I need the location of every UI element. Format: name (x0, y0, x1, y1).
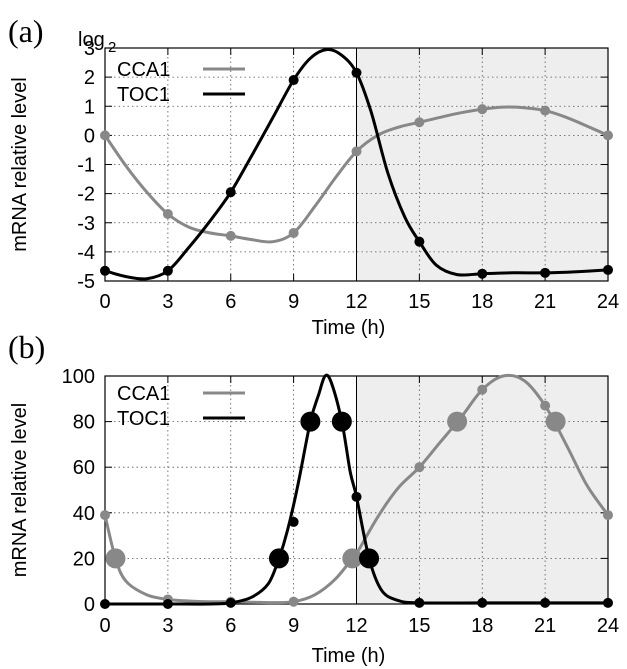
data-point-cca1 (225, 230, 236, 241)
marker-large-cca1 (342, 548, 363, 569)
x-tick-label: 15 (408, 615, 430, 637)
marker-large-toc1 (300, 411, 321, 432)
x-tick-label: 21 (534, 291, 556, 313)
data-point-toc1 (225, 597, 236, 608)
y-tick-label: 40 (73, 503, 95, 525)
data-point-cca1 (603, 510, 613, 521)
data-point-toc1 (162, 265, 173, 276)
data-point-cca1 (477, 104, 488, 115)
panel-label: (a) (8, 13, 44, 49)
x-tick-label: 0 (99, 615, 110, 637)
marker-large-cca1 (105, 548, 126, 569)
y-tick-label: 1 (84, 96, 95, 118)
x-tick-label: 12 (345, 291, 367, 313)
data-point-cca1 (540, 105, 551, 116)
panel-label: (b) (8, 329, 45, 365)
y-tick-label: 60 (73, 457, 95, 479)
x-tick-label: 3 (162, 615, 173, 637)
data-point-toc1 (162, 599, 173, 609)
x-tick-label: 21 (534, 615, 556, 637)
x-tick-label: 0 (99, 291, 110, 313)
marker-large-cca1 (447, 411, 468, 432)
chart-panel-b: 0 3 6 9 12 15 18 21 24 100 80 60 40 20 0 Time (h) mRNA r… (8, 329, 619, 667)
data-point-toc1 (603, 597, 613, 608)
x-tick-label: 3 (162, 291, 173, 313)
y-tick-label: -3 (77, 213, 95, 235)
data-point-cca1 (351, 146, 362, 157)
x-tick-label: 9 (288, 291, 299, 313)
x-axis-label: Time (h) (312, 645, 386, 667)
data-point-toc1 (100, 599, 110, 609)
unit-label: log (78, 29, 105, 51)
legend-label-toc1: TOC1 (117, 408, 170, 430)
x-tick-label: 12 (345, 615, 367, 637)
data-point-toc1 (477, 268, 488, 279)
data-point-toc1 (414, 236, 425, 247)
y-tick-label: 3 (84, 38, 95, 60)
y-tick-label: -2 (77, 184, 95, 206)
y-tick-label: 80 (73, 412, 95, 434)
y-tick-label: 20 (73, 548, 95, 570)
data-point-toc1 (477, 597, 488, 608)
y-tick-label: 2 (84, 67, 95, 89)
data-point-cca1 (603, 130, 613, 141)
data-point-cca1 (477, 384, 488, 395)
marker-large-toc1 (359, 548, 380, 569)
x-axis-label: Time (h) (312, 317, 386, 339)
y-axis-label: mRNA relative level (9, 403, 31, 578)
data-point-cca1 (288, 596, 299, 607)
series-line-toc1 (105, 373, 608, 606)
y-tick-label: 0 (84, 125, 95, 147)
y-tick-label: 0 (84, 594, 95, 616)
data-point-cca1 (100, 130, 110, 141)
marker-large-toc1 (331, 411, 352, 432)
data-point-toc1 (225, 187, 236, 198)
data-point-cca1 (100, 510, 110, 521)
y-axis-label: mRNA relative level (9, 77, 31, 252)
x-tick-label: 6 (225, 615, 236, 637)
legend-label-cca1: CCA1 (117, 383, 170, 405)
marker-large-cca1 (545, 411, 566, 432)
data-point-cca1 (540, 400, 551, 411)
x-tick-label: 6 (225, 291, 236, 313)
x-tick-label: 18 (471, 291, 493, 313)
data-point-toc1 (603, 264, 613, 275)
marker-large-toc1 (268, 548, 289, 569)
y-tick-label: -1 (77, 155, 95, 177)
y-tick-label: -4 (77, 242, 95, 264)
data-point-cca1 (288, 227, 299, 238)
data-point-toc1 (351, 491, 362, 502)
data-point-toc1 (351, 67, 362, 78)
x-tick-label: 18 (471, 615, 493, 637)
data-point-toc1 (288, 516, 299, 527)
legend-label-toc1: TOC1 (117, 84, 170, 106)
data-point-cca1 (162, 209, 173, 220)
data-point-toc1 (288, 75, 299, 86)
data-point-toc1 (540, 267, 551, 278)
data-point-cca1 (414, 462, 425, 473)
x-tick-label: 15 (408, 291, 430, 313)
data-point-toc1 (414, 597, 425, 608)
data-point-cca1 (414, 117, 425, 128)
y-tick-label: 100 (62, 366, 95, 388)
data-point-toc1 (100, 265, 110, 276)
unit-label-subscript: 2 (108, 39, 116, 56)
y-tick-label: -5 (77, 271, 95, 293)
x-tick-label: 24 (597, 291, 619, 313)
legend-label-cca1: CCA1 (117, 59, 170, 81)
data-point-toc1 (540, 597, 551, 608)
x-tick-label: 9 (288, 615, 299, 637)
x-tick-label: 24 (597, 615, 619, 637)
